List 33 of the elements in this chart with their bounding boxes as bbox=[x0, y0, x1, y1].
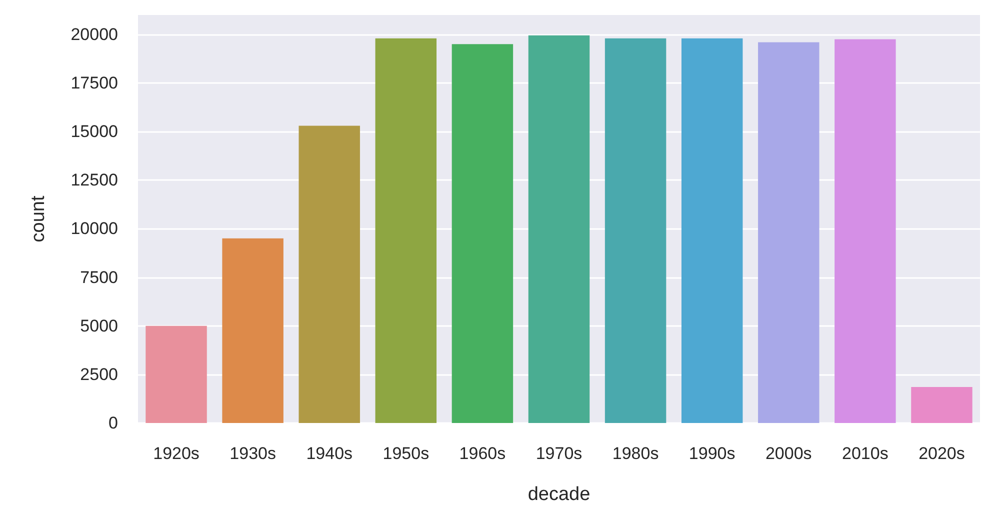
x-tick-label: 2020s bbox=[918, 444, 965, 463]
y-tick-label: 12500 bbox=[70, 170, 118, 190]
bar bbox=[911, 387, 972, 423]
x-tick-label: 1960s bbox=[459, 444, 506, 463]
x-tick-label: 1970s bbox=[536, 444, 582, 463]
x-tick-label: 1930s bbox=[230, 444, 276, 463]
bar bbox=[834, 39, 896, 423]
bar bbox=[758, 42, 820, 423]
bar bbox=[604, 38, 666, 423]
x-tick-label: 1950s bbox=[382, 444, 430, 463]
bar bbox=[146, 326, 207, 423]
bar bbox=[528, 35, 590, 423]
y-tick-label: 10000 bbox=[70, 219, 118, 238]
bar bbox=[452, 44, 514, 423]
x-tick-label: 1940s bbox=[306, 444, 353, 463]
bar bbox=[222, 238, 284, 423]
x-axis-title: decade bbox=[528, 484, 590, 505]
x-tick-label: 2010s bbox=[842, 444, 888, 463]
x-tick-label: 2000s bbox=[765, 444, 812, 463]
y-tick-label: 7500 bbox=[80, 268, 118, 287]
y-tick-label: 20000 bbox=[70, 24, 118, 44]
x-tick-label: 1980s bbox=[612, 444, 659, 463]
y-tick-label: 0 bbox=[108, 414, 118, 432]
y-tick-label: 17500 bbox=[70, 74, 118, 92]
y-tick-label: 2500 bbox=[80, 364, 118, 384]
x-tick-label: 1920s bbox=[153, 444, 200, 463]
bar bbox=[298, 126, 360, 423]
y-axis-title: count bbox=[28, 195, 49, 242]
y-tick-label: 15000 bbox=[70, 122, 118, 142]
y-tick-label: 5000 bbox=[80, 316, 118, 336]
bar bbox=[681, 38, 743, 423]
x-tick-label: 1990s bbox=[688, 444, 736, 463]
bar bbox=[375, 38, 437, 423]
